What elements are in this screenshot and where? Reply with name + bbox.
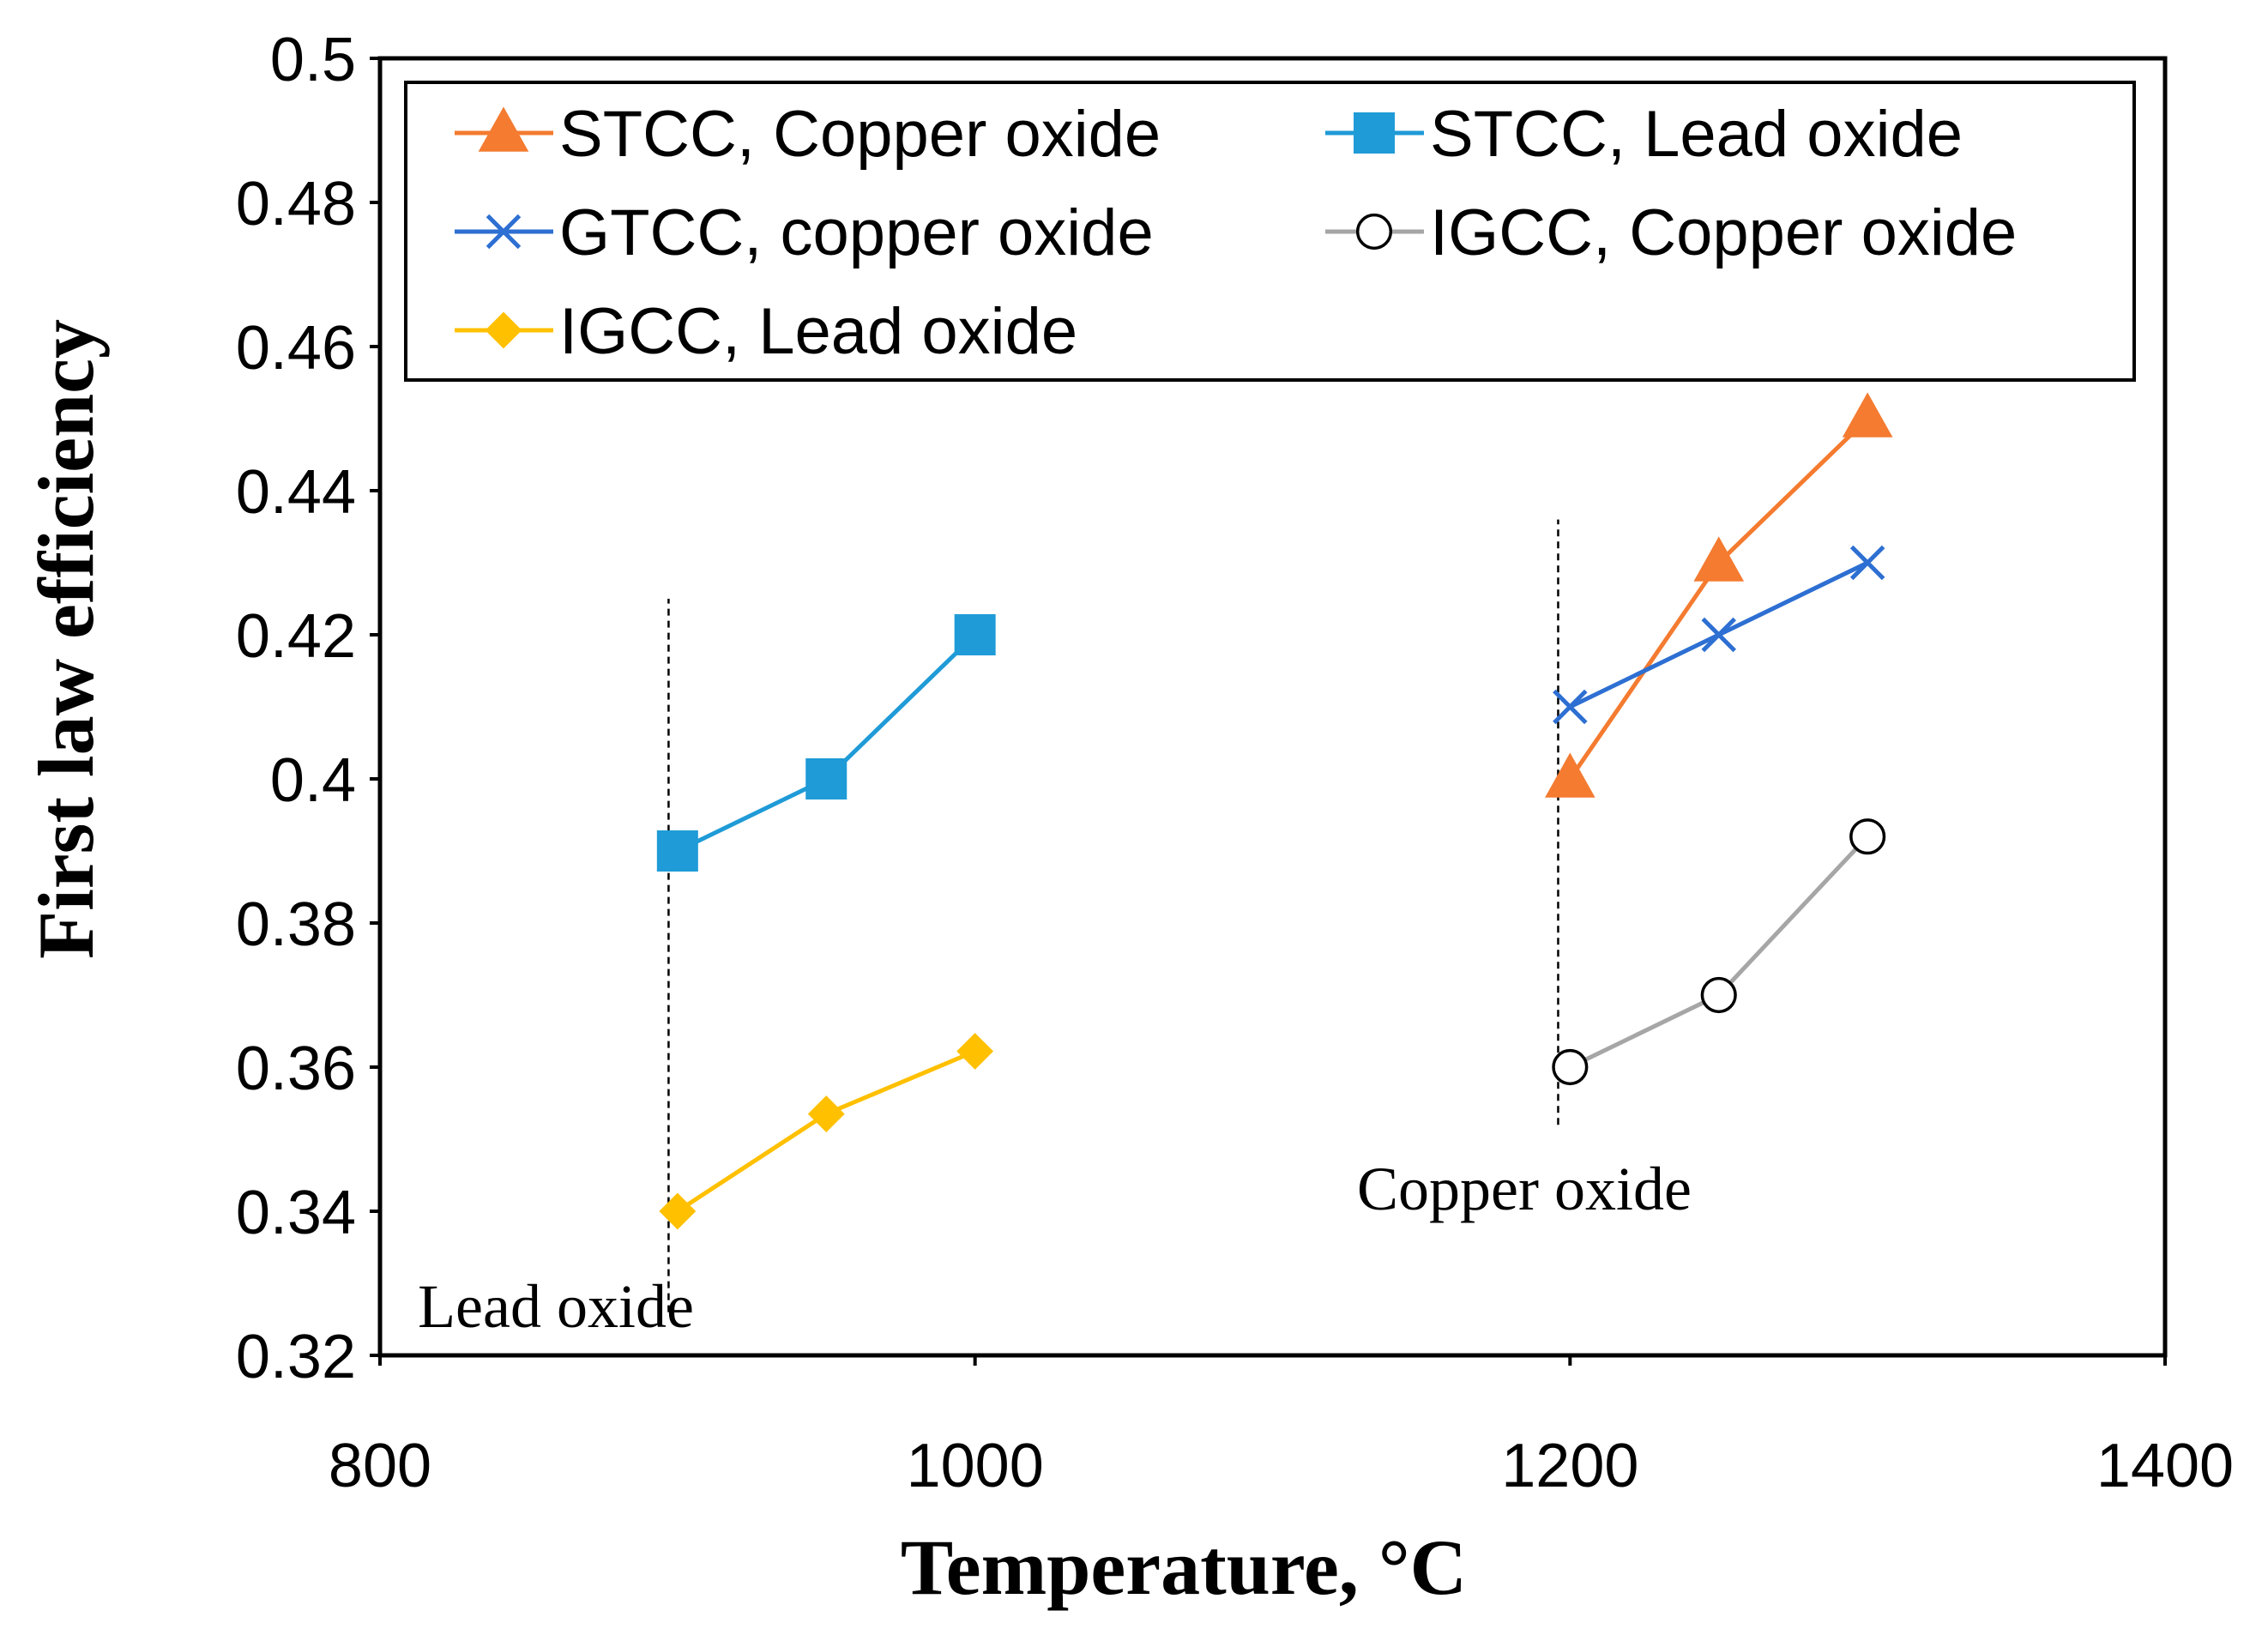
legend-entry-gtcc-copper-oxide: GTCC, copper oxide (455, 196, 1154, 269)
legend-entry-igcc-lead-oxide: IGCC, Lead oxide (455, 295, 1077, 368)
legend-label: GTCC, copper oxide (559, 196, 1154, 269)
legend-label: IGCC, Copper oxide (1430, 196, 2017, 269)
data-point-igcc-copper-oxide (1552, 1048, 1589, 1086)
data-point-stcc-lead-oxide (805, 758, 847, 799)
x-tick-label: 1000 (907, 1432, 1044, 1500)
y-axis-ticks: 0.32 0.34 0.36 0.38 0.4 0.42 0.44 0.46 0.48 0.5 (236, 26, 380, 1391)
data-point-stcc-copper-oxide (1842, 392, 1893, 437)
plot-area-frame (377, 56, 2168, 1358)
annotations: Lead oxide Copper oxide (418, 1155, 1692, 1341)
y-axis-title: First law efficiency (22, 319, 110, 959)
data-point-stcc-lead-oxide (656, 830, 698, 872)
data-point-gtcc-copper-oxide (1553, 689, 1588, 725)
annotation-copper-oxide: Copper oxide (1357, 1155, 1692, 1223)
annotation-lead-oxide: Lead oxide (418, 1272, 694, 1341)
y-tick-label: 0.32 (236, 1323, 356, 1391)
data-point-igcc-lead-oxide (956, 1033, 994, 1070)
legend-entry-stcc-copper-oxide: STCC, Copper oxide (455, 98, 1161, 171)
legend-marker-stcc-lead-oxide (1354, 112, 1395, 154)
y-tick-label: 0.42 (236, 602, 356, 671)
legend-label: STCC, Lead oxide (1430, 98, 1963, 171)
data-point-gtcc-copper-oxide (1701, 617, 1736, 653)
reference-lines (667, 519, 1559, 1312)
data-point-gtcc-copper-oxide (1849, 545, 1885, 581)
legend-label: STCC, Copper oxide (559, 98, 1161, 171)
data-point-stcc-copper-oxide (1545, 752, 1595, 798)
x-tick-label: 1400 (2096, 1432, 2234, 1500)
y-tick-label: 0.34 (236, 1179, 356, 1247)
y-tick-label: 0.38 (236, 890, 356, 959)
legend-marker-stcc-copper-oxide (478, 106, 529, 152)
data-point-igcc-copper-oxide (1849, 818, 1886, 855)
y-tick-label: 0.46 (236, 314, 356, 383)
legend: STCC, Copper oxide STCC, Lead oxide GTCC, … (404, 81, 2136, 382)
y-tick-label: 0.4 (270, 746, 356, 815)
series-markers (656, 392, 1893, 1230)
data-point-igcc-lead-oxide (659, 1192, 697, 1230)
data-point-stcc-copper-oxide (1693, 536, 1745, 582)
legend-entry-igcc-copper-oxide: IGCC, Copper oxide (1325, 196, 2017, 269)
y-tick-label: 0.36 (236, 1035, 356, 1103)
data-point-stcc-lead-oxide (954, 614, 996, 655)
y-tick-label: 0.5 (270, 26, 356, 94)
legend-label: IGCC, Lead oxide (559, 295, 1077, 368)
data-point-igcc-copper-oxide (1700, 976, 1737, 1014)
legend-marker-igcc-lead-oxide (485, 311, 522, 349)
y-tick-label: 0.44 (236, 458, 356, 527)
legend-marker-igcc-copper-oxide (1355, 213, 1393, 250)
y-tick-label: 0.48 (236, 170, 356, 238)
legend-box (404, 81, 2136, 382)
x-tick-label: 1200 (1501, 1432, 1638, 1500)
x-axis-ticks: 800 1000 1200 1400 (329, 1355, 2234, 1500)
x-tick-label: 800 (329, 1432, 431, 1500)
x-axis-title: Temperature, °C (901, 1523, 1467, 1611)
legend-marker-gtcc-copper-oxide (486, 214, 522, 250)
legend-entry-stcc-lead-oxide: STCC, Lead oxide (1325, 98, 1963, 171)
data-point-igcc-lead-oxide (807, 1095, 845, 1133)
